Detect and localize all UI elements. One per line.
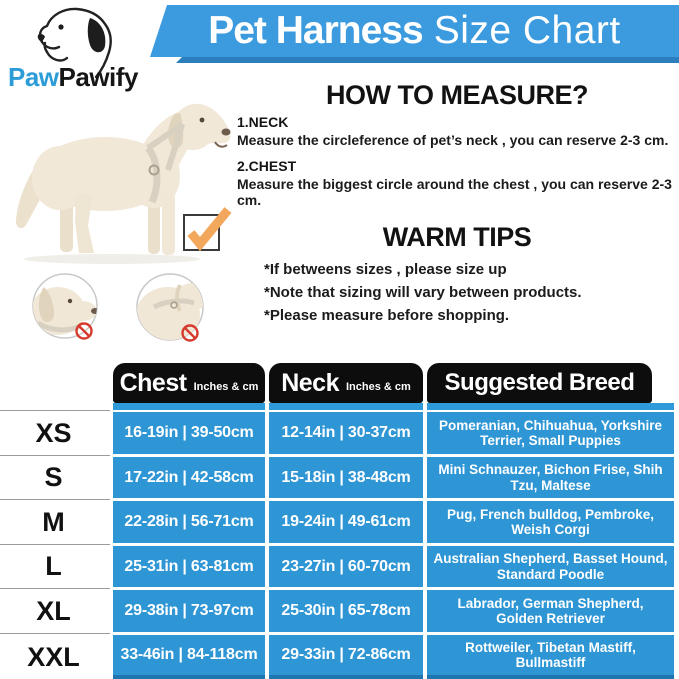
column-header-neck-unit: Inches & cm xyxy=(345,380,411,393)
row-divider xyxy=(0,544,110,545)
breed-cell-xs: Pomeranian, Chihuahua, Yorkshire Terrier… xyxy=(427,412,674,454)
neck-cell-l: 23-27in | 60-70cm xyxy=(269,546,423,587)
step-neck-label: 1.NECK xyxy=(237,114,289,130)
chest-cell-l: 25-31in | 63-81cm xyxy=(113,546,265,587)
column-header-breed-label: Suggested Breed xyxy=(444,369,635,396)
checkmark-icon xyxy=(183,207,232,252)
step-chest-text: Measure the biggest circle around the ch… xyxy=(237,176,672,208)
warm-tips-heading: WARM TIPS xyxy=(382,222,532,252)
chest-cell-s: 17-22in | 42-58cm xyxy=(113,457,265,498)
column-header-underline xyxy=(427,403,674,410)
column-header-neck-label: Neck xyxy=(281,368,339,397)
chest-cell-xxl: 33-46in | 84-118cm xyxy=(113,635,265,679)
breed-cell-xxl: Rottweiler, Tibetan Mastiff, Bullmastiff xyxy=(427,635,674,679)
neck-cell-xl: 25-30in | 65-78cm xyxy=(269,590,423,632)
row-divider xyxy=(0,410,110,411)
warm-tip: *If betweens sizes , please size up xyxy=(264,261,507,278)
how-to-measure-heading: HOW TO MEASURE? xyxy=(326,80,589,110)
brand-logo: PawPawify xyxy=(8,62,138,93)
row-divider xyxy=(0,455,110,456)
size-label-xs: XS xyxy=(35,417,72,448)
no-symbol-icon xyxy=(181,324,199,342)
warm-tip: *Note that sizing will vary between prod… xyxy=(264,284,582,301)
chest-cell-xl: 29-38in | 73-97cm xyxy=(113,590,265,632)
brand-logo-pawify: Pawify xyxy=(58,62,139,92)
column-header-chest-unit: Inches & cm xyxy=(193,380,259,393)
chest-cell-xs: 16-19in | 39-50cm xyxy=(113,412,265,454)
column-header-neck: Neck Inches & cm xyxy=(269,363,423,403)
breed-cell-l: Australian Shepherd, Basset Hound, Stand… xyxy=(427,546,674,587)
page-title-light: Size Chart xyxy=(433,9,621,52)
breed-cell-s: Mini Schnauzer, Bichon Frise, Shih Tzu, … xyxy=(427,457,674,498)
step-neck-text: Measure the circleference of pet’s neck … xyxy=(237,132,669,148)
size-label-xl: XL xyxy=(36,595,71,626)
brand-logo-paw: Paw xyxy=(8,62,59,92)
wrong-wear-neck-photo xyxy=(32,273,98,340)
title-banner-shadow xyxy=(176,57,679,63)
column-header-breed: Suggested Breed xyxy=(427,363,652,403)
column-header-underline xyxy=(113,403,265,410)
row-divider xyxy=(0,499,110,500)
neck-cell-m: 19-24in | 49-61cm xyxy=(269,501,423,543)
page-title-bold: Pet Harness xyxy=(208,9,423,52)
step-chest-label: 2.CHEST xyxy=(237,158,297,174)
chest-cell-m: 22-28in | 56-71cm xyxy=(113,501,265,543)
neck-cell-xxl: 29-33in | 72-86cm xyxy=(269,635,423,679)
size-label-s: S xyxy=(44,462,63,492)
no-symbol-icon xyxy=(75,322,93,340)
breed-cell-xl: Labrador, German Shepherd, Golden Retrie… xyxy=(427,590,674,632)
breed-cell-m: Pug, French bulldog, Pembroke, Weish Cor… xyxy=(427,501,674,543)
row-divider xyxy=(0,633,110,634)
dog-harness-photo xyxy=(15,103,231,264)
column-header-chest: Chest Inches & cm xyxy=(113,363,265,403)
wrong-wear-chest-photo xyxy=(136,273,204,342)
size-label-m: M xyxy=(42,506,65,537)
size-label-l: L xyxy=(45,551,62,581)
logo-dog-icon xyxy=(37,7,112,79)
size-label-xxl: XXL xyxy=(0,635,107,679)
column-header-underline xyxy=(269,403,423,410)
column-header-chest-label: Chest xyxy=(119,368,187,397)
title-banner: Pet Harness Size Chart xyxy=(150,5,679,57)
warm-tip: *Please measure before shopping. xyxy=(264,307,510,324)
row-divider xyxy=(0,588,110,589)
neck-cell-s: 15-18in | 38-48cm xyxy=(269,457,423,498)
neck-cell-xs: 12-14in | 30-37cm xyxy=(269,412,423,454)
